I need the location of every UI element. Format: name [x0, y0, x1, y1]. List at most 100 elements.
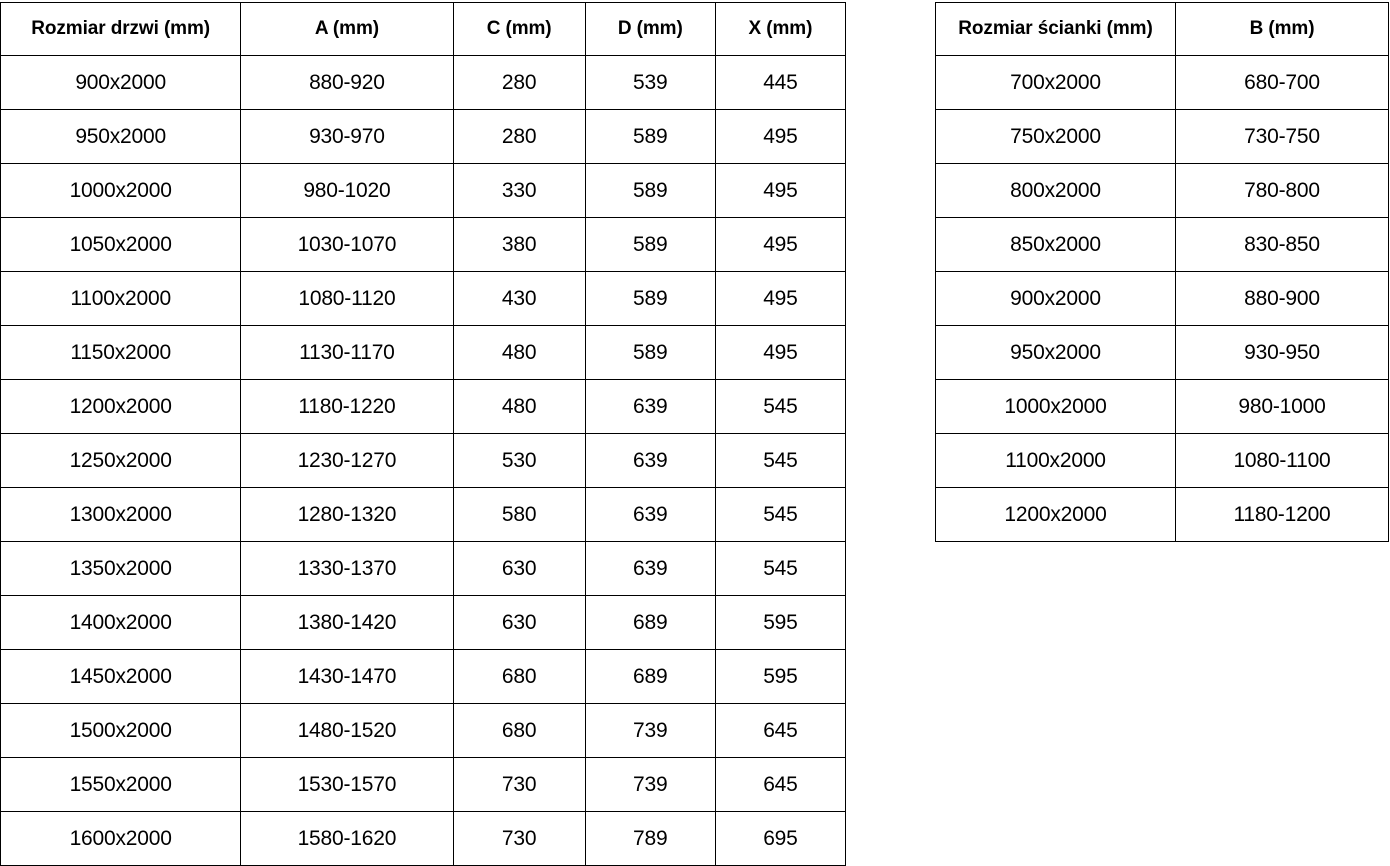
cell-x: 545	[714, 541, 847, 596]
cell-d: 589	[584, 325, 716, 380]
cell-b: 830-850	[1175, 217, 1389, 272]
table-row: 900x2000 880-900	[935, 271, 1389, 326]
cell-wall-size: 800x2000	[935, 163, 1176, 218]
table-row: 950x2000 930-970 280 589 495	[0, 109, 847, 164]
cell-d: 589	[584, 217, 716, 272]
cell-c: 280	[452, 55, 586, 110]
cell-b: 880-900	[1175, 271, 1389, 326]
column-header-x: X (mm)	[714, 2, 847, 56]
table-row: 1550x2000 1530-1570 730 739 645	[0, 757, 847, 812]
cell-a: 1030-1070	[240, 217, 454, 272]
walls-dimension-table: Rozmiar ścianki (mm) B (mm) 700x2000 680-…	[935, 2, 1389, 542]
cell-x: 495	[714, 109, 847, 164]
column-header-a: A (mm)	[240, 2, 454, 56]
cell-door-size: 1450x2000	[0, 649, 242, 704]
cell-x: 595	[714, 595, 847, 650]
doors-table-header: Rozmiar drzwi (mm) A (mm) C (mm) D (mm) …	[0, 2, 847, 56]
cell-x: 645	[714, 757, 847, 812]
cell-a: 930-970	[240, 109, 454, 164]
cell-b: 1080-1100	[1175, 433, 1389, 488]
table-row: 1200x2000 1180-1220 480 639 545	[0, 379, 847, 434]
table-row: 1000x2000 980-1020 330 589 495	[0, 163, 847, 218]
cell-b: 730-750	[1175, 109, 1389, 164]
cell-door-size: 1050x2000	[0, 217, 242, 272]
cell-x: 495	[714, 325, 847, 380]
cell-x: 695	[714, 811, 847, 866]
table-row: 1150x2000 1130-1170 480 589 495	[0, 325, 847, 380]
cell-x: 645	[714, 703, 847, 758]
table-row: 900x2000 880-920 280 539 445	[0, 55, 847, 110]
cell-door-size: 1350x2000	[0, 541, 242, 596]
doors-table-body: 900x2000 880-920 280 539 445 950x2000 930-970 2…	[0, 55, 847, 866]
cell-d: 589	[584, 109, 716, 164]
cell-c: 480	[452, 325, 586, 380]
cell-door-size: 1150x2000	[0, 325, 242, 380]
cell-door-size: 1500x2000	[0, 703, 242, 758]
cell-a: 1380-1420	[240, 595, 454, 650]
cell-a: 1130-1170	[240, 325, 454, 380]
cell-c: 330	[452, 163, 586, 218]
table-row: 1250x2000 1230-1270 530 639 545	[0, 433, 847, 488]
cell-a: 1230-1270	[240, 433, 454, 488]
cell-wall-size: 1100x2000	[935, 433, 1176, 488]
cell-door-size: 1300x2000	[0, 487, 242, 542]
cell-b: 680-700	[1175, 55, 1389, 110]
cell-a: 880-920	[240, 55, 454, 110]
table-row: 1500x2000 1480-1520 680 739 645	[0, 703, 847, 758]
doors-dimension-table: Rozmiar drzwi (mm) A (mm) C (mm) D (mm) …	[0, 2, 847, 866]
cell-door-size: 900x2000	[0, 55, 242, 110]
cell-c: 680	[452, 703, 586, 758]
cell-wall-size: 850x2000	[935, 217, 1176, 272]
cell-wall-size: 900x2000	[935, 271, 1176, 326]
cell-d: 639	[584, 541, 716, 596]
table-row: 1450x2000 1430-1470 680 689 595	[0, 649, 847, 704]
cell-x: 495	[714, 163, 847, 218]
table-row: 1300x2000 1280-1320 580 639 545	[0, 487, 847, 542]
cell-wall-size: 1000x2000	[935, 379, 1176, 434]
cell-d: 689	[584, 649, 716, 704]
cell-c: 380	[452, 217, 586, 272]
cell-x: 545	[714, 379, 847, 434]
cell-d: 589	[584, 163, 716, 218]
column-header-d: D (mm)	[584, 2, 716, 56]
table-row: 950x2000 930-950	[935, 325, 1389, 380]
cell-b: 780-800	[1175, 163, 1389, 218]
cell-a: 1480-1520	[240, 703, 454, 758]
table-row: 1000x2000 980-1000	[935, 379, 1389, 434]
column-header-door-size: Rozmiar drzwi (mm)	[0, 2, 242, 56]
table-row: 700x2000 680-700	[935, 55, 1389, 110]
table-row: 1100x2000 1080-1120 430 589 495	[0, 271, 847, 326]
cell-c: 530	[452, 433, 586, 488]
cell-x: 545	[714, 487, 847, 542]
cell-a: 1180-1220	[240, 379, 454, 434]
cell-a: 1330-1370	[240, 541, 454, 596]
cell-d: 739	[584, 757, 716, 812]
table-header-row: Rozmiar ścianki (mm) B (mm)	[935, 2, 1389, 56]
cell-door-size: 1000x2000	[0, 163, 242, 218]
column-header-c: C (mm)	[452, 2, 586, 56]
cell-b: 980-1000	[1175, 379, 1389, 434]
cell-x: 595	[714, 649, 847, 704]
cell-door-size: 1200x2000	[0, 379, 242, 434]
cell-door-size: 1250x2000	[0, 433, 242, 488]
cell-c: 680	[452, 649, 586, 704]
cell-a: 980-1020	[240, 163, 454, 218]
table-row: 750x2000 730-750	[935, 109, 1389, 164]
cell-wall-size: 1200x2000	[935, 487, 1176, 542]
table-row: 1350x2000 1330-1370 630 639 545	[0, 541, 847, 596]
cell-d: 689	[584, 595, 716, 650]
cell-c: 730	[452, 757, 586, 812]
cell-d: 789	[584, 811, 716, 866]
cell-d: 539	[584, 55, 716, 110]
walls-table-header: Rozmiar ścianki (mm) B (mm)	[935, 2, 1389, 56]
cell-wall-size: 700x2000	[935, 55, 1176, 110]
cell-x: 445	[714, 55, 847, 110]
cell-c: 630	[452, 541, 586, 596]
cell-d: 639	[584, 379, 716, 434]
cell-a: 1580-1620	[240, 811, 454, 866]
cell-door-size: 1600x2000	[0, 811, 242, 866]
cell-d: 639	[584, 433, 716, 488]
cell-d: 739	[584, 703, 716, 758]
cell-a: 1280-1320	[240, 487, 454, 542]
